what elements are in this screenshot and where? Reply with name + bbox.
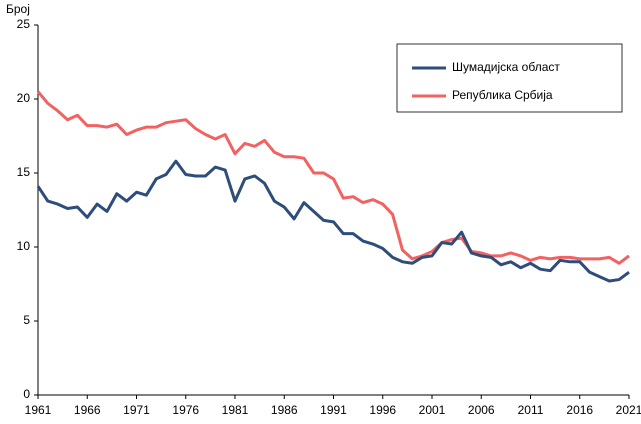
x-tick-label: 1996 bbox=[369, 403, 396, 417]
x-tick-label: 2016 bbox=[566, 403, 593, 417]
x-tick-label: 1986 bbox=[271, 403, 298, 417]
y-tick-label: 0 bbox=[23, 387, 30, 401]
x-tick-label: 1991 bbox=[320, 403, 347, 417]
x-tick-label: 1971 bbox=[123, 403, 150, 417]
y-tick-label: 15 bbox=[17, 165, 31, 179]
legend-box bbox=[396, 43, 623, 113]
y-tick-label: 20 bbox=[17, 91, 31, 105]
legend-label: Република Србија bbox=[452, 88, 553, 102]
line-series bbox=[36, 159, 630, 283]
x-tick-label: 1976 bbox=[172, 403, 199, 417]
x-tick-label: 2001 bbox=[419, 403, 446, 417]
y-tick-label: 10 bbox=[17, 239, 31, 253]
x-tick-label: 1961 bbox=[25, 403, 52, 417]
x-tick-label: 2021 bbox=[616, 403, 641, 417]
y-axis-label: Број bbox=[6, 2, 30, 16]
y-tick-label: 5 bbox=[23, 313, 30, 327]
x-tick-label: 1966 bbox=[74, 403, 101, 417]
y-tick-label: 25 bbox=[17, 17, 31, 31]
x-tick-label: 1981 bbox=[222, 403, 249, 417]
line-series bbox=[36, 90, 630, 265]
legend-label: Шумадијска област bbox=[452, 60, 560, 74]
x-tick-label: 2006 bbox=[468, 403, 495, 417]
x-tick-label: 2011 bbox=[518, 403, 544, 417]
